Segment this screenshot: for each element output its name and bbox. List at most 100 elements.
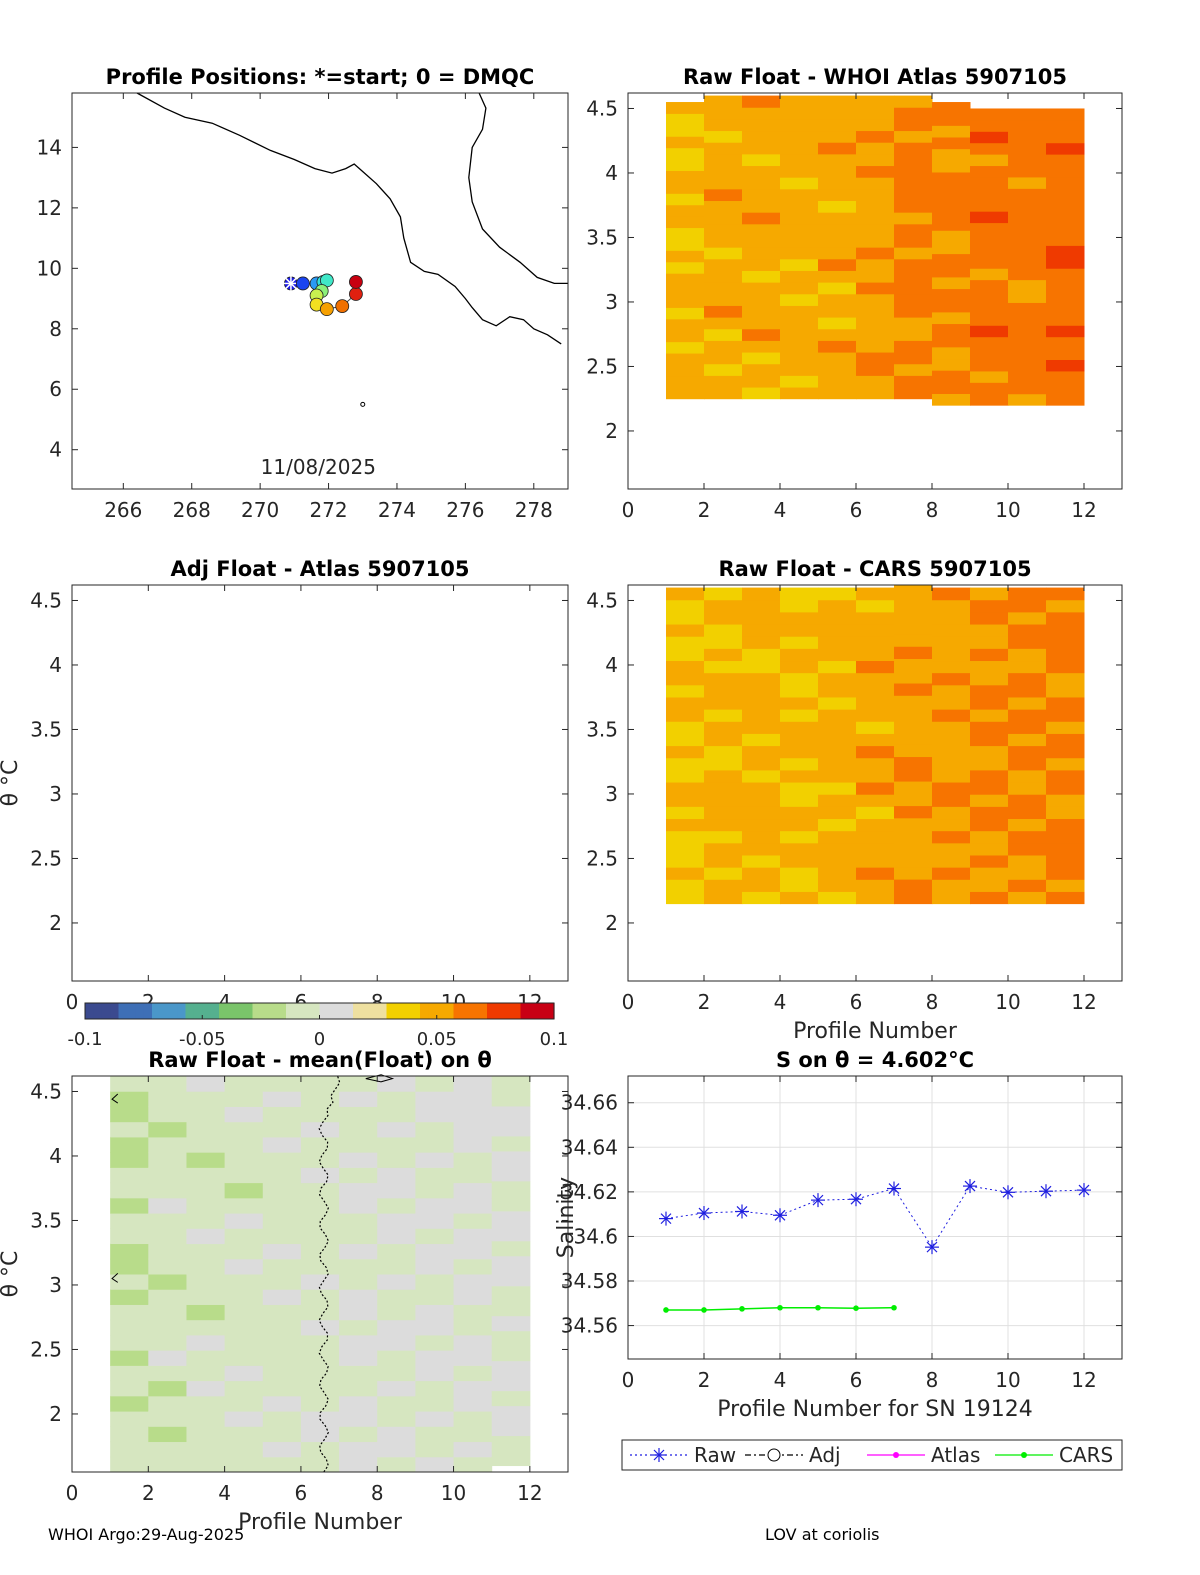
series-raw-marker — [1078, 1184, 1090, 1196]
raw-atlas-cell — [1046, 291, 1085, 303]
raw-atlas-cell — [742, 340, 781, 353]
raw-atlas-cell — [970, 108, 1009, 121]
raw-atlas-ytick-label: 2 — [605, 419, 618, 443]
raw-atlas-cell — [894, 340, 933, 353]
raw-mean-cell — [377, 1411, 416, 1427]
raw-mean-cell — [186, 1426, 226, 1443]
colorbar-cell — [436, 1003, 446, 1019]
raw-atlas-cell — [742, 165, 781, 178]
raw-atlas-cell — [932, 311, 971, 325]
raw-mean-cell — [377, 1258, 416, 1275]
raw-atlas-cell — [780, 375, 819, 388]
raw-cars-cell — [666, 733, 705, 747]
raw-cars-cell — [1008, 624, 1047, 637]
raw-mean-cell — [377, 1289, 416, 1305]
raw-atlas-cell — [1008, 233, 1047, 246]
raw-atlas-cell — [1046, 108, 1085, 121]
raw-mean-cell — [377, 1121, 416, 1138]
raw-mean-cell — [110, 1274, 149, 1290]
raw-atlas-cell — [704, 107, 743, 120]
raw-cars-cell — [666, 709, 705, 722]
raw-cars-cell — [894, 866, 933, 880]
raw-cars-cell — [894, 854, 933, 868]
map-date-annotation: 11/08/2025 — [261, 455, 376, 479]
raw-cars-cell — [1008, 854, 1047, 868]
raw-mean-cell — [262, 1258, 302, 1275]
raw-cars-cell — [818, 684, 857, 698]
raw-atlas-cell — [666, 113, 705, 126]
colorbar-cell — [277, 1003, 287, 1019]
raw-atlas-cell — [780, 270, 819, 283]
raw-atlas-ytick-label: 4.5 — [586, 96, 618, 120]
raw-atlas-cell — [742, 305, 781, 318]
raw-cars-cell — [666, 721, 705, 734]
raw-mean-cell — [339, 1334, 378, 1351]
series-raw-marker — [736, 1206, 748, 1217]
raw-cars-cell — [666, 660, 705, 674]
raw-cars-cell — [704, 611, 743, 625]
raw-mean-cell — [186, 1136, 226, 1153]
raw-mean-cell — [262, 1136, 302, 1153]
raw-atlas-cell — [856, 107, 895, 120]
raw-mean-cell — [148, 1258, 187, 1275]
raw-cars-cell — [818, 879, 857, 892]
raw-atlas-cell — [894, 328, 933, 341]
raw-cars-cell — [894, 646, 933, 660]
raw-cars-cell — [1008, 879, 1047, 892]
colorbar-cell — [386, 1003, 396, 1019]
map-xtick-label: 274 — [378, 498, 416, 522]
raw-atlas-cell — [742, 95, 781, 108]
raw-cars-cell — [970, 830, 1009, 844]
map-xtick-label: 272 — [309, 498, 347, 522]
raw-atlas-cell — [970, 393, 1009, 406]
legend-label-raw: Raw — [694, 1443, 736, 1467]
colorbar-tick-label: 0.05 — [417, 1029, 457, 1050]
raw-mean-cell — [300, 1091, 340, 1107]
raw-atlas-cell — [894, 95, 933, 108]
raw-atlas-cell — [856, 200, 895, 213]
raw-mean-xtick-label: 0 — [66, 1481, 79, 1505]
raw-cars-axes-frame — [627, 584, 1123, 982]
raw-atlas-cell — [1046, 313, 1085, 326]
raw-cars-ytick-label: 2.5 — [586, 846, 618, 870]
raw-mean-axes-frame — [71, 1075, 569, 1473]
colorbar-cell — [219, 1003, 228, 1019]
colorbar-cell — [344, 1003, 354, 1019]
raw-cars-cell — [742, 806, 781, 820]
raw-cars-cell — [780, 624, 819, 637]
raw-mean-cell — [262, 1106, 302, 1123]
raw-cars-cell — [818, 842, 857, 856]
raw-cars-cell — [742, 648, 781, 662]
raw-mean-cell — [415, 1319, 455, 1336]
raw-mean-cell — [491, 1345, 531, 1362]
series-cars-marker — [777, 1304, 783, 1311]
raw-mean-cell — [224, 1106, 264, 1123]
raw-mean-cell — [491, 1375, 531, 1392]
raw-mean-cell — [300, 1395, 340, 1412]
salinity-xtick-label: 4 — [774, 1368, 787, 1392]
raw-atlas-cell — [704, 293, 743, 306]
raw-atlas-cell — [970, 370, 1009, 383]
raw-mean-cell — [339, 1426, 378, 1443]
raw-cars-cell — [932, 660, 971, 674]
raw-mean-cell — [224, 1274, 264, 1290]
raw-cars-cell — [818, 709, 857, 722]
raw-cars-cell — [970, 782, 1009, 795]
raw-mean-cell — [491, 1360, 531, 1377]
raw-cars-cell — [1046, 733, 1085, 747]
raw-atlas-cell — [1046, 279, 1085, 292]
raw-cars-cell — [1046, 696, 1085, 710]
colorbar-cell — [85, 1003, 94, 1019]
raw-cars-cell — [856, 879, 895, 892]
raw-atlas-cell — [970, 131, 1009, 144]
raw-mean-cell — [262, 1289, 302, 1305]
raw-mean-cell — [148, 1152, 187, 1168]
legend-label-adj: Adj — [809, 1443, 841, 1467]
raw-cars-cell — [932, 611, 971, 625]
raw-atlas-cell — [666, 330, 705, 343]
raw-mean-cell — [453, 1258, 493, 1275]
colorbar-tick-label: 0 — [314, 1029, 325, 1050]
colorbar-cell — [252, 1003, 262, 1019]
raw-mean-cell — [224, 1456, 264, 1473]
raw-cars-cell — [970, 769, 1009, 783]
